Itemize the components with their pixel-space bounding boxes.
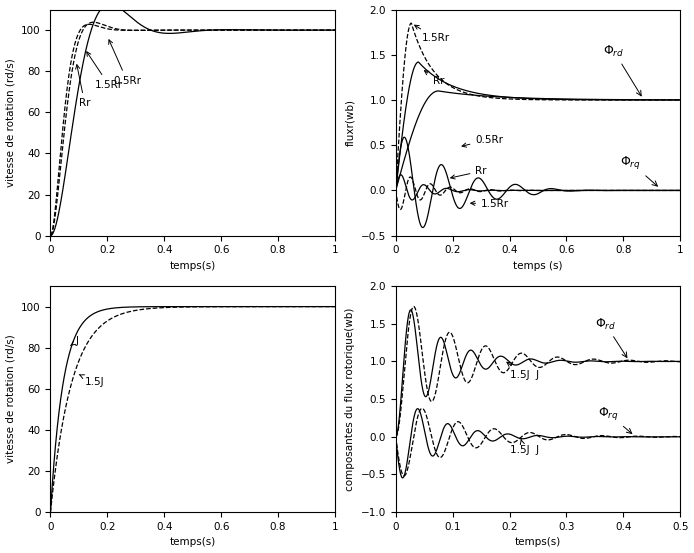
Text: $\Phi_{rd}$: $\Phi_{rd}$ (595, 316, 627, 357)
Text: 1.5Rr: 1.5Rr (414, 25, 450, 43)
Text: 1.5Rr: 1.5Rr (471, 199, 509, 208)
Text: 1.5J: 1.5J (79, 374, 104, 387)
Text: 1.5J  J: 1.5J J (509, 440, 539, 455)
Text: Rr: Rr (450, 166, 487, 179)
X-axis label: temps(s): temps(s) (515, 538, 561, 547)
Text: $\Phi_{rq}$: $\Phi_{rq}$ (598, 405, 632, 434)
Y-axis label: fluxr(wb): fluxr(wb) (345, 99, 355, 146)
Y-axis label: vitesse de rotation (rd/s): vitesse de rotation (rd/s) (6, 335, 15, 463)
Text: $\Phi_{rd}$: $\Phi_{rd}$ (603, 44, 641, 96)
Text: 1.5J  J: 1.5J J (507, 362, 539, 380)
Text: $\Phi_{rq}$: $\Phi_{rq}$ (620, 154, 657, 186)
Text: 1.5Rr: 1.5Rr (87, 52, 123, 90)
Y-axis label: composantes du flux rotorique(wb): composantes du flux rotorique(wb) (345, 307, 355, 491)
Y-axis label: vitesse de rotation (rd/s): vitesse de rotation (rd/s) (6, 58, 15, 187)
Text: 0.5Rr: 0.5Rr (462, 134, 503, 147)
X-axis label: temps(s): temps(s) (169, 261, 216, 271)
Text: Rr: Rr (425, 71, 444, 86)
X-axis label: temps (s): temps (s) (513, 261, 563, 271)
Text: Rr: Rr (76, 65, 90, 108)
Text: 0.5Rr: 0.5Rr (109, 40, 141, 86)
X-axis label: temps(s): temps(s) (169, 538, 216, 547)
Text: J: J (71, 336, 79, 346)
